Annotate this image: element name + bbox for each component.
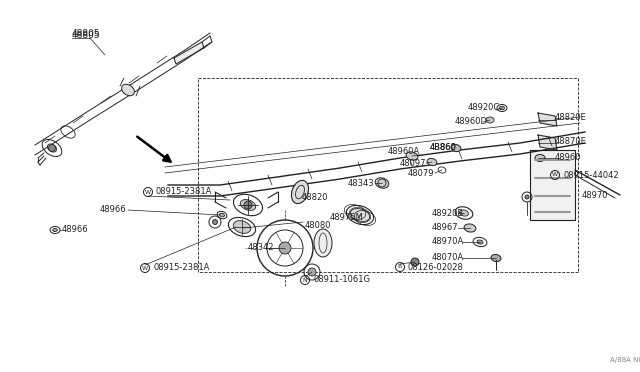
Ellipse shape (314, 229, 332, 257)
Text: 48860: 48860 (430, 142, 456, 151)
Text: 48805: 48805 (72, 31, 100, 39)
Text: 48967: 48967 (432, 224, 459, 232)
Circle shape (49, 144, 56, 151)
Text: 48343: 48343 (348, 179, 374, 187)
Circle shape (411, 258, 419, 266)
Text: 08915-44042: 08915-44042 (563, 170, 619, 180)
Text: 08126-02028: 08126-02028 (408, 263, 464, 272)
Ellipse shape (486, 117, 494, 123)
Polygon shape (174, 42, 204, 64)
Text: W: W (552, 173, 558, 177)
Ellipse shape (464, 224, 476, 232)
Polygon shape (530, 150, 575, 220)
Polygon shape (538, 113, 557, 126)
Text: 08915-2381A: 08915-2381A (156, 187, 212, 196)
Ellipse shape (122, 84, 134, 96)
Text: 48966: 48966 (62, 225, 88, 234)
Text: 4B860: 4B860 (430, 142, 457, 151)
Ellipse shape (427, 158, 437, 166)
Ellipse shape (47, 144, 56, 152)
Text: W: W (145, 189, 151, 195)
Text: 48805: 48805 (72, 29, 100, 38)
Text: W: W (142, 266, 148, 270)
Ellipse shape (460, 210, 468, 216)
Ellipse shape (291, 180, 308, 203)
Circle shape (525, 195, 529, 199)
Text: 48970: 48970 (582, 190, 609, 199)
Polygon shape (538, 135, 557, 150)
Ellipse shape (233, 221, 251, 233)
Text: 48820: 48820 (302, 193, 328, 202)
Text: 48960D: 48960D (455, 118, 488, 126)
Ellipse shape (220, 213, 225, 217)
Ellipse shape (52, 228, 57, 231)
Text: B: B (398, 264, 402, 269)
Text: 48975M: 48975M (330, 214, 364, 222)
Ellipse shape (491, 254, 501, 262)
Text: 48960: 48960 (555, 154, 582, 163)
Text: 48079: 48079 (408, 169, 435, 177)
Ellipse shape (499, 106, 504, 110)
Text: 48966: 48966 (100, 205, 127, 215)
Ellipse shape (535, 154, 545, 161)
Text: 48097: 48097 (400, 158, 426, 167)
Ellipse shape (240, 199, 256, 211)
Text: 48920B: 48920B (432, 208, 464, 218)
Text: 48960A: 48960A (388, 148, 420, 157)
Text: 08911-1061G: 08911-1061G (313, 276, 370, 285)
Ellipse shape (350, 209, 370, 221)
Text: 48080: 48080 (305, 221, 332, 230)
Text: 48342: 48342 (248, 244, 275, 253)
Text: 08915-2381A: 08915-2381A (153, 263, 209, 273)
Ellipse shape (451, 144, 461, 152)
Circle shape (212, 219, 218, 224)
Text: 48820E: 48820E (555, 112, 587, 122)
Circle shape (244, 201, 252, 209)
Text: 48070A: 48070A (432, 253, 464, 263)
Ellipse shape (477, 240, 483, 244)
Ellipse shape (406, 152, 418, 160)
Ellipse shape (375, 178, 389, 188)
Circle shape (308, 268, 316, 276)
Text: N: N (303, 278, 307, 282)
Text: A/88A N0R2: A/88A N0R2 (610, 357, 640, 363)
Text: 48970A: 48970A (432, 237, 464, 247)
Circle shape (279, 242, 291, 254)
Text: 48870E: 48870E (555, 138, 587, 147)
Text: 48920C: 48920C (468, 103, 500, 112)
